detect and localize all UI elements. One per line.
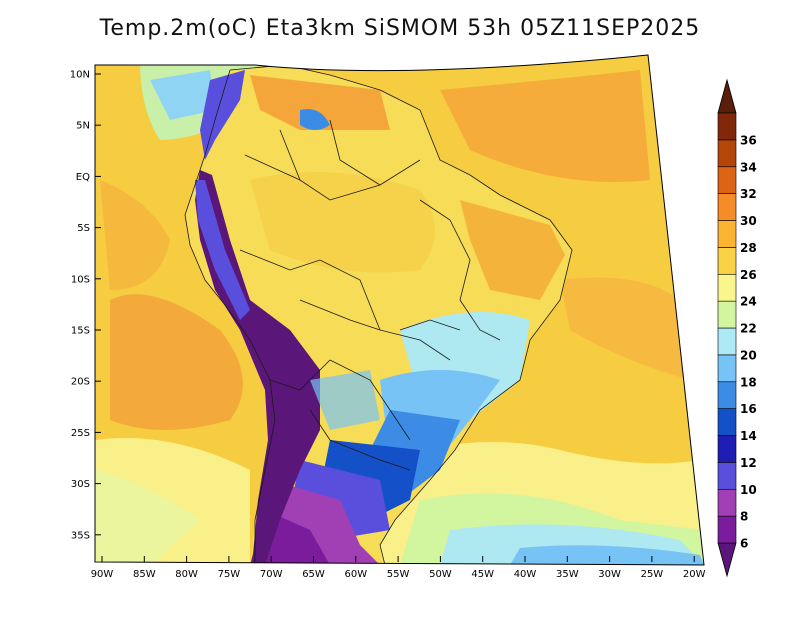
lon-label: 65W xyxy=(302,569,325,580)
lon-label: 85W xyxy=(133,569,156,580)
colorbar: 6 8 10 12 14 16 18 20 22 24 26 28 30 32 34 36 xyxy=(717,78,757,578)
lon-label: 25W xyxy=(641,569,664,580)
colorbar-label: 6 xyxy=(740,537,748,551)
colorbar-segment xyxy=(717,139,737,168)
lon-label: 20W xyxy=(683,569,706,580)
lon-label: 90W xyxy=(91,569,114,580)
colorbar-segment xyxy=(717,327,737,356)
lon-label: 35W xyxy=(556,569,579,580)
colorbar-below-arrow xyxy=(717,542,737,578)
longitude-axis: 90W 85W 80W 75W 70W 65W 60W 55W 50W 45W 40W 35W 30W 2… xyxy=(91,556,706,580)
continent xyxy=(185,65,572,565)
colorbar-label: 30 xyxy=(740,214,757,228)
colorbar-segment xyxy=(717,247,737,275)
colorbar-label: 10 xyxy=(740,483,757,497)
colorbar-label: 36 xyxy=(740,133,757,147)
colorbar-segment xyxy=(717,220,737,248)
colorbar-segment xyxy=(717,462,737,490)
colorbar-segment xyxy=(717,435,737,463)
lon-label: 30W xyxy=(598,569,621,580)
lon-label: 55W xyxy=(387,569,410,580)
lon-label: 70W xyxy=(260,569,283,580)
lat-label: 20S xyxy=(71,377,90,388)
colorbar-above-arrow xyxy=(717,78,737,114)
lon-label: 40W xyxy=(514,569,537,580)
lon-label: 45W xyxy=(471,569,494,580)
colorbar-segment xyxy=(717,193,737,221)
colorbar-segment xyxy=(717,515,737,544)
colorbar-segment xyxy=(717,112,737,141)
lat-label: 10S xyxy=(71,274,90,285)
colorbar-label: 14 xyxy=(740,429,757,443)
lon-label: 60W xyxy=(344,569,367,580)
colorbar-label: 32 xyxy=(740,187,757,201)
lat-label: 5S xyxy=(77,223,90,234)
colorbar-segment xyxy=(717,381,737,409)
colorbar-label: 28 xyxy=(740,241,757,255)
lat-label: 15S xyxy=(71,326,90,337)
lat-label: 5N xyxy=(76,121,90,132)
colorbar-label: 26 xyxy=(740,268,757,282)
colorbar-label: 20 xyxy=(740,348,757,362)
colorbar-label: 16 xyxy=(740,402,757,416)
latitude-axis: 10N 5N EQ 5S 10S 15S 20S 25S 30S 35S xyxy=(70,70,101,541)
map-title: Temp.2m(oC) Eta3km SiSMOM 53h 05Z11SEP20… xyxy=(99,16,701,41)
lon-label: 75W xyxy=(218,569,241,580)
colorbar-segment xyxy=(717,166,737,194)
colorbar-segment xyxy=(717,300,737,329)
lon-label: 80W xyxy=(175,569,198,580)
colorbar-label: 12 xyxy=(740,456,757,470)
lat-label: 35S xyxy=(71,530,90,541)
map-frame xyxy=(94,54,705,566)
colorbar-segment xyxy=(717,488,737,517)
colorbar-segment xyxy=(717,273,737,302)
colorbar-label: 18 xyxy=(740,375,757,389)
colorbar-label: 24 xyxy=(740,295,757,309)
lat-label: 10N xyxy=(70,70,90,81)
lat-label: 30S xyxy=(71,479,90,490)
colorbar-label: 22 xyxy=(740,322,757,336)
lon-label: 50W xyxy=(429,569,452,580)
lat-label: EQ xyxy=(76,172,90,183)
colorbar-label: 8 xyxy=(740,510,748,524)
colorbar-label: 34 xyxy=(740,160,757,174)
country-borders xyxy=(184,64,573,565)
colorbar-segment xyxy=(717,408,737,436)
lat-label: 25S xyxy=(71,428,90,439)
colorbar-segment xyxy=(717,354,737,383)
